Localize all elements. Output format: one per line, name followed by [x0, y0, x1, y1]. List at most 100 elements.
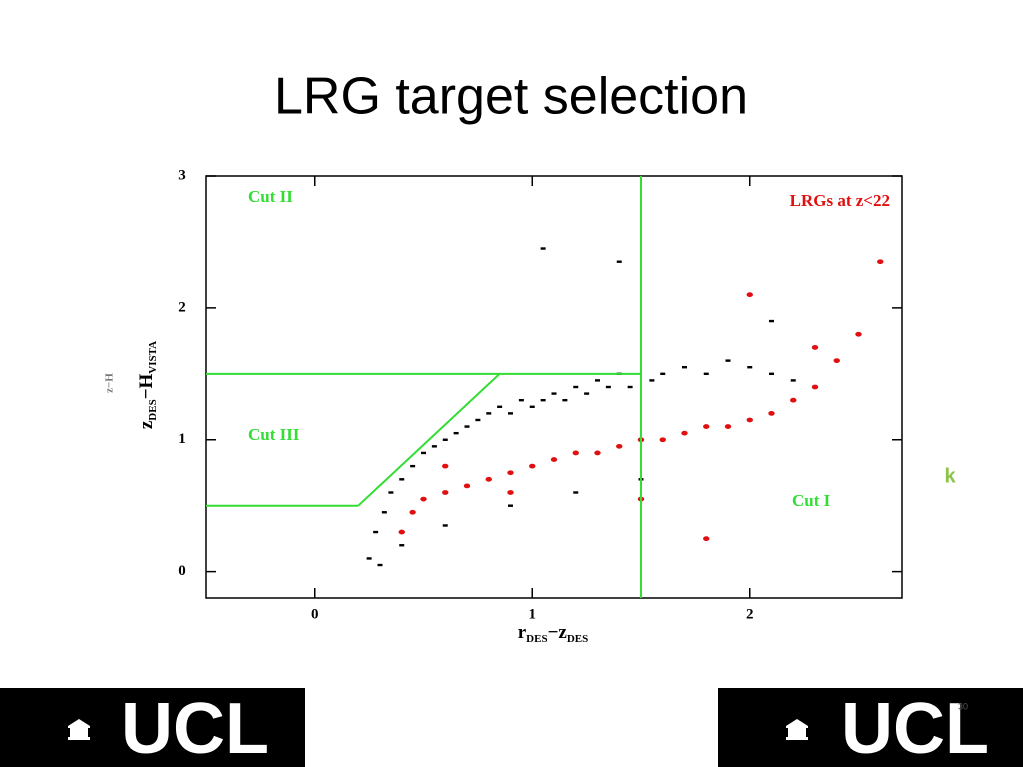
point	[572, 450, 579, 456]
cut-line	[357, 373, 501, 507]
annotation: Cut I	[792, 491, 831, 510]
annotation: Cut III	[248, 425, 300, 444]
point	[508, 412, 513, 415]
point	[573, 491, 579, 494]
point	[616, 260, 622, 263]
point	[410, 464, 416, 468]
y-axis-label-part: VISTA	[147, 341, 159, 374]
x-axis-label-part: DES	[567, 633, 588, 645]
point	[442, 490, 449, 495]
point	[595, 379, 600, 382]
point	[649, 379, 655, 382]
point	[366, 557, 372, 560]
plot-frame	[205, 175, 903, 599]
point	[594, 450, 601, 456]
point	[529, 463, 536, 469]
point	[420, 496, 427, 502]
point	[725, 359, 731, 362]
y-tick-label: 3	[178, 167, 186, 183]
point	[507, 490, 514, 495]
x-tick-label: 1	[529, 606, 537, 622]
point	[486, 412, 492, 415]
point	[475, 418, 481, 422]
point	[373, 530, 379, 534]
point	[409, 509, 416, 515]
point	[790, 397, 797, 403]
point	[540, 398, 546, 402]
point	[540, 247, 546, 250]
point	[398, 529, 405, 535]
x-tick-label: 0	[311, 606, 319, 622]
x-tick-label: 2	[746, 606, 754, 622]
point	[877, 259, 884, 265]
point	[381, 511, 387, 514]
point	[421, 451, 426, 455]
x-axis-label-part: r	[518, 622, 527, 643]
point	[442, 438, 448, 441]
point	[769, 372, 774, 376]
point	[746, 417, 753, 423]
y-axis-label-part: z	[136, 420, 157, 429]
point	[811, 345, 819, 350]
point	[463, 483, 471, 489]
y-axis-label-part: −H	[136, 373, 157, 399]
point	[399, 544, 405, 547]
series-label: LRGs at z<22	[790, 191, 890, 210]
logo-text: UCL	[121, 689, 269, 767]
point	[724, 424, 732, 429]
y-axis-label-small: z−H	[104, 373, 116, 393]
point	[529, 405, 535, 408]
point	[442, 463, 449, 469]
point	[508, 504, 513, 507]
point	[431, 445, 437, 448]
logo-box	[0, 688, 305, 767]
side-note: k	[944, 465, 956, 487]
point	[659, 437, 666, 443]
point	[768, 410, 775, 416]
point	[855, 331, 862, 337]
point	[627, 385, 633, 389]
point	[399, 478, 405, 481]
x-axis-label-part: DES	[526, 633, 547, 645]
point	[790, 379, 796, 382]
point	[453, 431, 459, 435]
point	[682, 366, 687, 369]
point	[550, 457, 558, 462]
point	[562, 398, 568, 402]
point	[616, 443, 623, 449]
y-axis-label: zDES−HVISTA	[136, 341, 158, 429]
point	[833, 358, 840, 364]
point	[660, 372, 666, 376]
x-axis-label-part: −z	[548, 622, 568, 643]
point	[507, 470, 514, 476]
logo-text: UCL	[841, 689, 989, 767]
logo-icon	[68, 719, 808, 740]
point	[497, 405, 503, 408]
point	[518, 398, 524, 402]
point	[551, 392, 557, 395]
y-tick-label: 1	[178, 431, 186, 447]
logo-box	[718, 688, 1023, 767]
annotation: Cut II	[248, 187, 293, 206]
point	[703, 372, 709, 376]
point	[485, 476, 492, 482]
point	[377, 563, 383, 567]
point	[811, 384, 819, 390]
y-tick-label: 0	[178, 563, 186, 579]
y-axis-label-part: DES	[147, 399, 159, 420]
point	[681, 430, 688, 436]
point	[388, 491, 394, 494]
point	[464, 425, 470, 428]
point	[573, 385, 579, 389]
point	[605, 385, 611, 389]
point	[584, 392, 590, 395]
point	[769, 319, 774, 323]
point	[703, 536, 710, 542]
point	[703, 424, 710, 429]
point	[442, 524, 448, 527]
x-axis-label: rDES−zDES	[518, 622, 589, 644]
slide-title: LRG target selection	[274, 68, 748, 126]
y-tick-label: 2	[178, 299, 186, 315]
